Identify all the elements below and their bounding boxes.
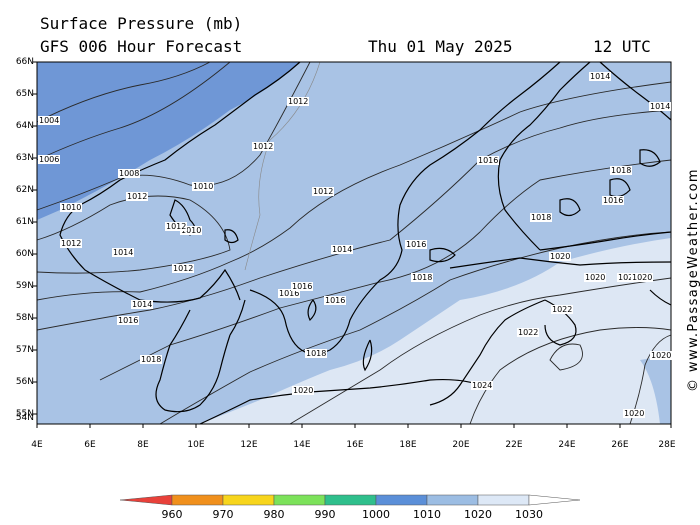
legend-label: 1030 [515,508,543,521]
isobar-label: 1018 [530,213,553,222]
isobar-label: 1012 [126,192,149,201]
isobar-label: 1020 [631,273,654,282]
isobar-label: 1014 [131,300,154,309]
lat-label: 55N [15,409,34,419]
isobar-label: 1010 [192,182,215,191]
lon-label: 10E [187,440,205,450]
lon-label: 26E [611,440,629,450]
legend-label: 1010 [413,508,441,521]
forecast-subtitle: GFS 006 Hour Forecast [40,37,243,56]
isobar-label: 1016 [324,296,347,305]
lon-label: 28E [658,440,676,450]
isobar-label: 1006 [38,155,61,164]
lat-label: 64N [15,121,34,131]
isobar-label: 1018 [610,166,633,175]
isobar-label: 1018 [411,273,434,282]
forecast-date: Thu 01 May 2025 [368,37,513,56]
isobar-label: 1012 [172,264,195,273]
isobar-label: 1010 [180,226,203,235]
isobar-label: 1016 [602,196,625,205]
lat-label: 65N [15,89,34,99]
map-title: Surface Pressure (mb) [40,14,243,33]
lat-label: 56N [15,377,34,387]
mid-pressure-region [37,62,671,424]
isobar-label: 1012 [165,222,188,231]
isobar-label: 1014 [649,102,672,111]
isobar-label: 1018 [140,355,163,364]
lon-label: 24E [558,440,576,450]
pressure-legend [119,494,581,506]
east-mid-region [640,355,671,424]
lat-label: 57N [15,345,34,355]
lon-label: 18E [399,440,417,450]
lon-label: 4E [31,440,43,450]
isobar-label: 1012 [252,142,275,151]
isobar-label: 1008 [118,169,141,178]
isobar-label: 1012 [60,239,83,248]
isobar-label: 1014 [112,248,135,257]
lat-label: 66N [15,57,34,67]
lon-label: 16E [346,440,364,450]
legend-label: 970 [212,508,234,521]
isobar-label: 1020 [292,386,315,395]
isobar-label: 1020 [650,351,673,360]
isobar-label: 1016 [477,156,500,165]
lat-label: 62N [15,185,34,195]
isobar-label: 1016 [278,289,301,298]
lat-label: 58N [15,313,34,323]
isobar-label: 1012 [312,187,335,196]
lon-label: 22E [505,440,523,450]
legend-label: 1020 [464,508,492,521]
coastlines [59,61,672,425]
isobar-label: 1022 [517,328,540,337]
isobar-label: 1016 [405,240,428,249]
isobar-label: 1016 [117,316,140,325]
legend-label: 980 [263,508,285,521]
isobar-label: 1016 [291,282,314,291]
legend-label: 1000 [362,508,390,521]
lon-label: 14E [293,440,311,450]
lon-label: 6E [84,440,96,450]
lon-label: 12E [240,440,258,450]
forecast-time: 12 UTC [593,37,651,56]
isobar-label: 1020 [623,409,646,418]
isobar-label: 1022 [551,305,574,314]
isobar-label: 1010 [60,203,83,212]
lat-label: 54N [15,413,34,423]
legend-label: 960 [161,508,183,521]
map-frame [36,61,672,425]
lat-label: 61N [15,217,34,227]
isobar-label: 1012 [287,97,310,106]
isobar-label: 1020 [549,252,572,261]
axis-ticks [33,61,672,428]
isobar-label: 1024 [471,381,494,390]
isobar-label: 1020 [584,273,607,282]
legend-label: 990 [314,508,336,521]
isobar-label: 1014 [331,245,354,254]
lat-label: 60N [15,249,34,259]
isobar-label: 1004 [38,116,61,125]
lat-label: 59N [15,281,34,291]
lat-label: 63N [15,153,34,163]
isobar-label: 1018 [305,349,328,358]
isobar-label: 1014 [589,72,612,81]
lon-label: 8E [137,440,149,450]
site-credit: © www.PassageWeather.com [686,168,700,392]
low-pressure-region [37,62,300,220]
lon-label: 20E [452,440,470,450]
isobar-label: 1020 [617,273,640,282]
